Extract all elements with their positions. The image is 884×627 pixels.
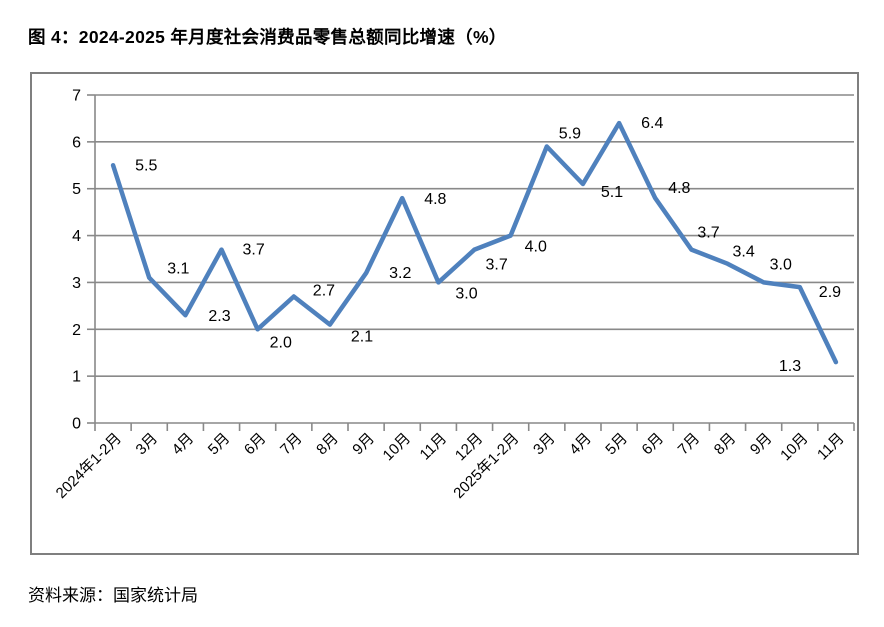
y-tick-label: 1: [72, 369, 81, 386]
x-tick-label: 4月: [169, 430, 198, 459]
source-note: 资料来源：国家统计局: [28, 586, 198, 605]
x-tick-label: 10月: [380, 430, 414, 464]
y-tick-label: 2: [72, 322, 81, 339]
x-tick-label: 5月: [602, 430, 631, 459]
x-tick-label: 11月: [814, 430, 848, 464]
y-tick-label: 3: [72, 275, 81, 292]
data-label: 2.3: [208, 308, 230, 325]
y-tick-label: 7: [72, 88, 81, 105]
x-tick-label: 2025年1-2月: [450, 430, 522, 502]
x-tick-label: 10月: [777, 430, 811, 464]
data-label: 5.5: [135, 157, 157, 174]
data-label: 3.4: [733, 244, 755, 261]
chart-frame: 0 1 2 3 4 5 6 7 2024年1-2月 3月 4月 5月 6月 7月 8月 9月 10月 11月 12月…: [30, 72, 859, 555]
x-tick-label: 3月: [133, 430, 162, 459]
data-label: 3.7: [486, 257, 508, 274]
x-tick-label: 2024年1-2月: [53, 430, 125, 502]
data-label: 1.3: [779, 358, 801, 375]
x-tick-label: 8月: [711, 430, 740, 459]
data-label: 3.2: [389, 265, 411, 282]
x-tick-label: 5月: [205, 430, 234, 459]
data-label: 2.0: [270, 334, 292, 351]
x-tick-label: 8月: [313, 430, 342, 459]
data-label: 5.1: [601, 184, 623, 201]
data-label: 2.9: [819, 284, 841, 301]
data-label: 3.7: [243, 242, 265, 259]
x-tick-label: 11月: [417, 430, 451, 464]
data-label: 3.1: [167, 261, 189, 278]
data-label: 3.7: [697, 225, 719, 242]
data-label: 3.0: [770, 256, 792, 273]
data-label: 2.7: [313, 283, 335, 300]
data-label: 5.9: [559, 126, 581, 143]
x-tick-label: 3月: [530, 430, 559, 459]
data-label: 4.0: [525, 239, 547, 256]
x-tick-label: 9月: [349, 430, 378, 459]
y-tick-label: 6: [72, 134, 81, 151]
data-label: 3.0: [455, 285, 477, 302]
x-tick-label: 4月: [566, 430, 595, 459]
figure-title: 图 4：2024-2025 年月度社会消费品零售总额同比增速（%）: [28, 27, 507, 47]
y-tick-label: 0: [72, 416, 81, 433]
series-line: [110, 120, 839, 365]
data-label: 4.8: [668, 180, 690, 197]
x-tick-label: 7月: [675, 430, 704, 459]
data-label: 2.1: [351, 329, 373, 346]
x-tick-label: 9月: [747, 430, 776, 459]
x-tick-label: 6月: [639, 430, 668, 459]
data-label: 6.4: [641, 115, 663, 132]
data-label: 4.8: [424, 191, 446, 208]
y-tick-label: 5: [72, 181, 81, 198]
x-tick-label: 7月: [277, 430, 306, 459]
y-tick-label: 4: [72, 228, 81, 245]
x-tick-label: 6月: [241, 430, 270, 459]
